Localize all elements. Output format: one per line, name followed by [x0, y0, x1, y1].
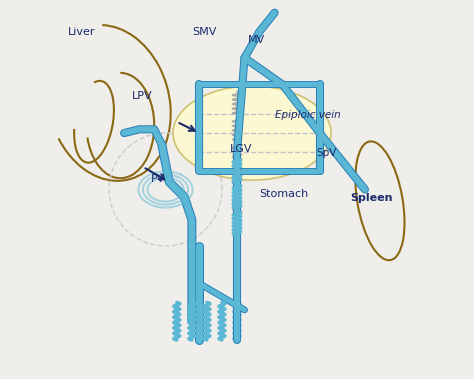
Text: MV: MV: [248, 35, 265, 45]
Text: PV: PV: [150, 174, 165, 184]
Text: Stomach: Stomach: [260, 189, 309, 199]
Text: LPV: LPV: [132, 91, 152, 101]
Text: Spleen: Spleen: [350, 193, 392, 203]
Text: SMV: SMV: [192, 27, 216, 37]
Text: LGV: LGV: [229, 144, 252, 154]
Ellipse shape: [173, 86, 331, 180]
Text: Liver: Liver: [68, 27, 95, 37]
Text: SpV: SpV: [316, 148, 337, 158]
Text: Epiploic vein: Epiploic vein: [274, 110, 340, 120]
